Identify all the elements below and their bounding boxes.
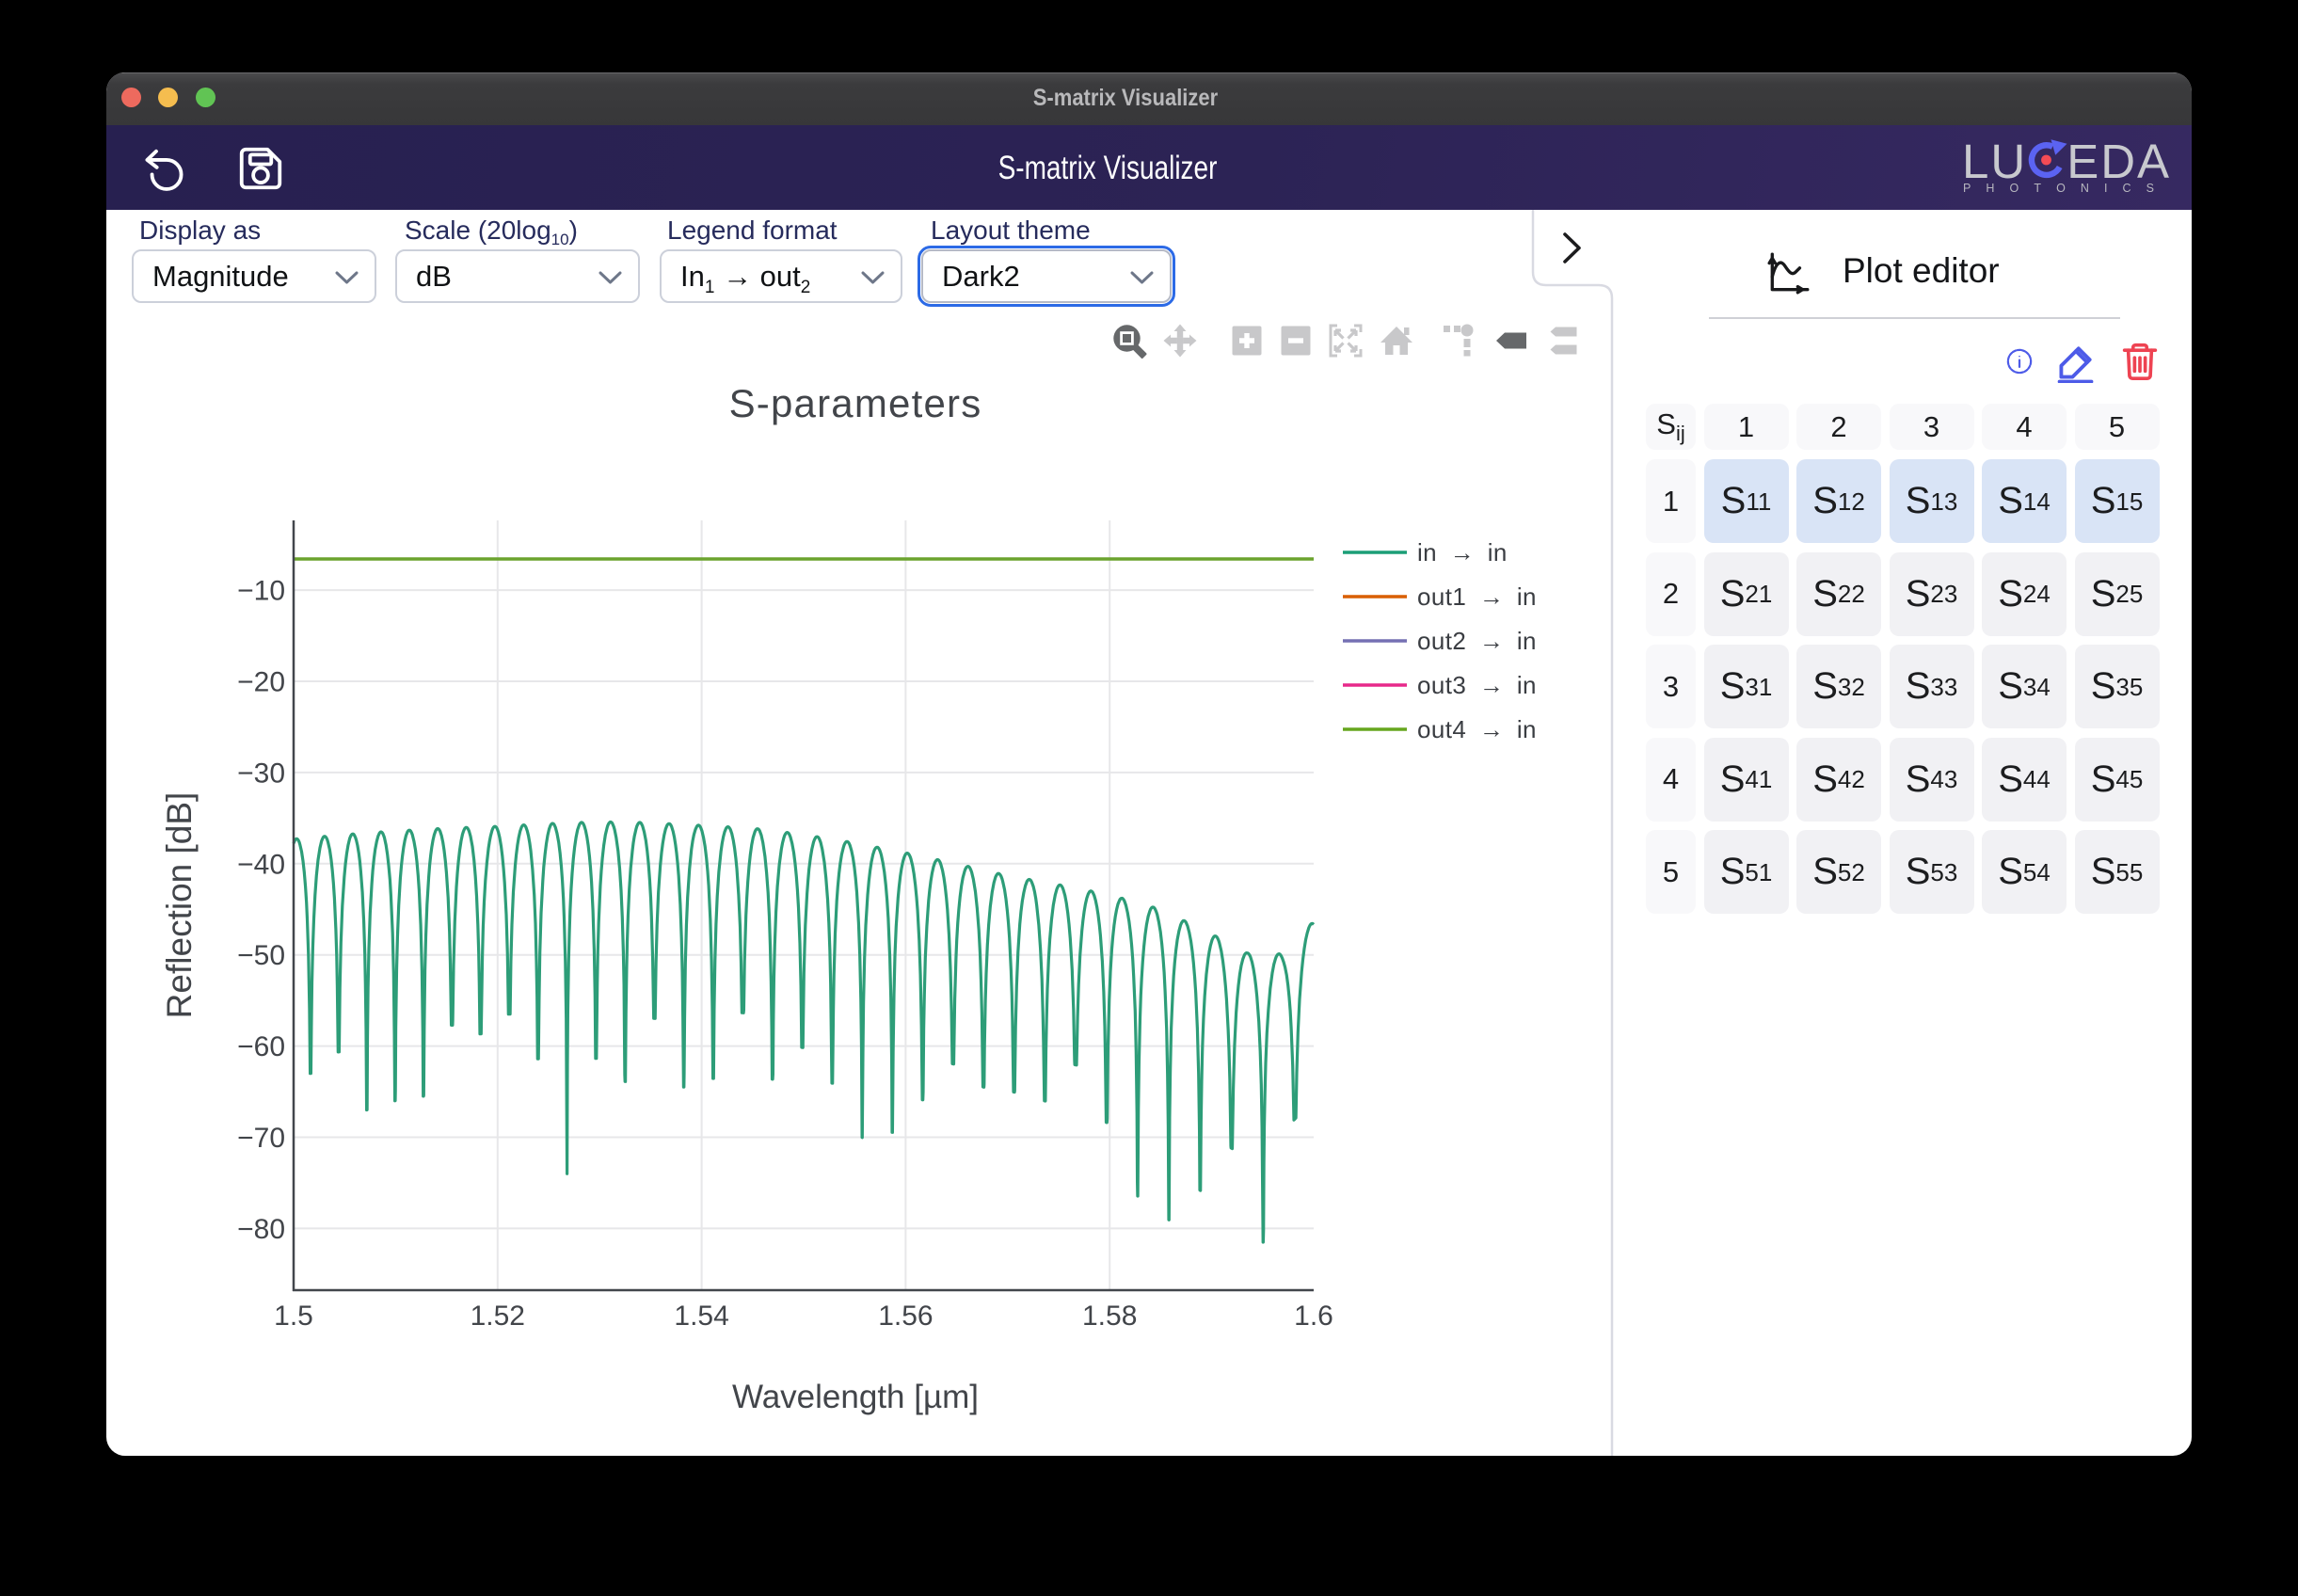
- svg-text:in → in: in → in: [1417, 538, 1508, 567]
- svg-text:out4 → in: out4 → in: [1417, 715, 1537, 743]
- svg-text:out3 → in: out3 → in: [1417, 671, 1537, 699]
- svg-text:−10: −10: [237, 576, 285, 607]
- svg-text:−30: −30: [237, 758, 285, 789]
- svg-text:1.52: 1.52: [471, 1301, 525, 1332]
- svg-text:1.58: 1.58: [1082, 1301, 1137, 1332]
- svg-text:S-parameters: S-parameters: [729, 381, 982, 425]
- svg-text:Wavelength [µm]: Wavelength [µm]: [732, 1379, 979, 1415]
- svg-text:out1 → in: out1 → in: [1417, 583, 1537, 611]
- svg-text:−40: −40: [237, 849, 285, 880]
- svg-text:1.5: 1.5: [274, 1301, 313, 1332]
- svg-text:out2 → in: out2 → in: [1417, 627, 1537, 655]
- svg-text:−60: −60: [237, 1031, 285, 1062]
- svg-text:1.56: 1.56: [878, 1301, 933, 1332]
- svg-text:−20: −20: [237, 667, 285, 698]
- svg-text:Reflection [dB]: Reflection [dB]: [160, 792, 199, 1019]
- svg-text:1.6: 1.6: [1294, 1301, 1333, 1332]
- svg-text:−50: −50: [237, 940, 285, 971]
- svg-text:−70: −70: [237, 1123, 285, 1154]
- svg-text:−80: −80: [237, 1214, 285, 1245]
- svg-text:1.54: 1.54: [674, 1301, 728, 1332]
